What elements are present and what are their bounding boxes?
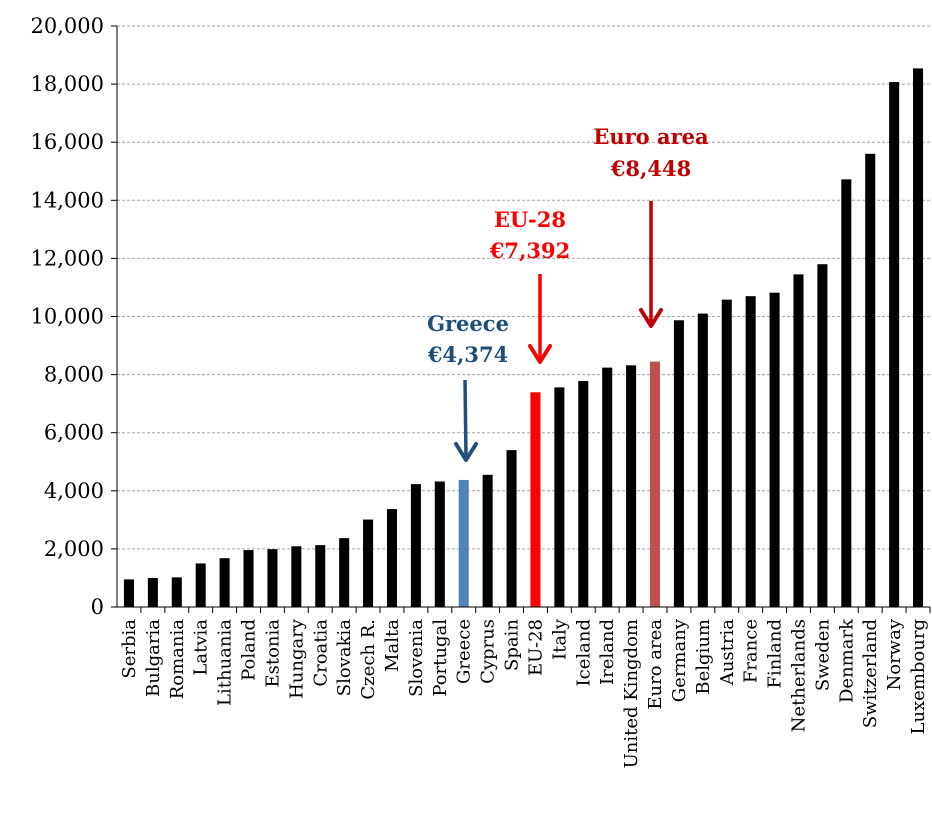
y-tick-label: 20,000	[31, 14, 104, 38]
bar-slovakia	[339, 538, 350, 607]
x-axis: Serbia Bulgaria Romania Latvia Lithuania Pola…	[117, 606, 931, 768]
annotation-greece-arrowhead	[454, 442, 478, 462]
bar-switzerland	[865, 153, 876, 607]
bar-eu-28	[530, 392, 541, 607]
bar-denmark	[841, 179, 852, 607]
y-tick-label: 0	[91, 595, 104, 619]
x-tick-label-latvia: Latvia	[191, 619, 212, 676]
x-tick-label-eu-28: EU-28	[525, 619, 546, 676]
bar-germany	[673, 320, 684, 607]
x-tick-label-cyprus: Cyprus	[478, 619, 499, 684]
annotation-euro-area-value: €8,448	[610, 156, 691, 181]
bar-netherlands	[793, 274, 804, 607]
x-tick-label-croatia: Croatia	[310, 619, 331, 687]
annotation-eu-28: EU-28 €7,392	[489, 207, 570, 364]
bar-serbia	[123, 579, 134, 607]
y-tick-label: 14,000	[31, 188, 104, 212]
y-tick-label: 18,000	[31, 72, 104, 96]
bar-lithuania	[219, 558, 230, 607]
bar-spain	[506, 450, 517, 607]
bar-romania	[171, 577, 182, 607]
annotation-greece-label: Greece	[427, 311, 509, 336]
bar-austria	[721, 299, 732, 607]
x-tick-label-ireland: Ireland	[597, 619, 618, 685]
x-tick-label-bulgaria: Bulgaria	[143, 619, 164, 697]
bar-france	[745, 296, 756, 607]
bar-estonia	[267, 549, 278, 607]
bar-poland	[243, 550, 254, 607]
x-tick-label-luxembourg: Luxembourg	[908, 619, 929, 735]
bar-slovenia	[410, 484, 421, 607]
x-tick-label-greece: Greece	[454, 619, 475, 684]
x-tick-label-france: France	[741, 619, 762, 683]
annotation-eu-28-label: EU-28	[494, 207, 566, 232]
annotation-euro-area: Euro area €8,448	[593, 124, 709, 328]
bar-hungary	[291, 546, 302, 607]
x-tick-label-norway: Norway	[884, 618, 905, 690]
bar-czech-r	[363, 519, 374, 607]
y-axis: 0 2,000 4,000 6,000 8,000 10,000 12,000 14,000 1…	[31, 14, 118, 619]
y-tick-label: 10,000	[31, 305, 104, 329]
bar-finland	[769, 292, 780, 607]
bar-bulgaria	[147, 577, 158, 607]
x-tick-label-germany: Germany	[669, 618, 690, 702]
bars	[123, 68, 924, 607]
annotation-eu-28-value: €7,392	[489, 238, 570, 263]
x-tick-label-united-kingdom: United Kingdom	[621, 619, 642, 768]
x-tick-label-denmark: Denmark	[836, 618, 857, 703]
annotation-greece-value: €4,374	[427, 342, 508, 367]
x-tick-label-switzerland: Switzerland	[860, 619, 881, 728]
x-tick-label-romania: Romania	[167, 619, 188, 700]
x-tick-label-austria: Austria	[717, 619, 738, 686]
bar-sweden	[817, 264, 828, 607]
y-tick-label: 4,000	[44, 479, 104, 503]
x-tick-label-slovakia: Slovakia	[334, 619, 355, 696]
x-tick-label-italy: Italy	[549, 618, 570, 660]
annotation-euro-area-arrowhead	[639, 308, 663, 328]
x-tick-label-serbia: Serbia	[119, 619, 140, 679]
x-tick-label-poland: Poland	[239, 619, 260, 681]
x-tick-label-estonia: Estonia	[262, 619, 283, 688]
y-tick-label: 16,000	[31, 130, 104, 154]
bar-euro-area	[649, 361, 661, 607]
bar-luxembourg	[913, 68, 924, 607]
annotation-greece-arrow	[463, 379, 468, 457]
x-tick-label-czech-r: Czech R.	[358, 619, 379, 700]
bar-malta	[386, 509, 398, 607]
x-tick-label-lithuania: Lithuania	[215, 619, 236, 706]
y-tick-label: 8,000	[44, 363, 104, 387]
x-tick-label-portugal: Portugal	[430, 619, 451, 697]
annotations: Greece €4,374 EU-28 €7,392 Euro area €8,448	[427, 124, 709, 462]
annotation-greece: Greece €4,374	[427, 311, 509, 462]
x-tick-label-sweden: Sweden	[812, 619, 833, 692]
bar-cyprus	[482, 474, 493, 607]
x-tick-label-iceland: Iceland	[573, 619, 594, 686]
gridlines	[117, 25, 930, 550]
x-tick-label-finland: Finland	[765, 619, 786, 688]
x-tick-label-spain: Spain	[502, 619, 523, 671]
x-tick-label-slovenia: Slovenia	[406, 619, 427, 697]
bar-italy	[554, 387, 565, 607]
bar-iceland	[578, 380, 589, 607]
x-tick-label-malta: Malta	[382, 619, 403, 672]
bar-greece	[458, 479, 469, 607]
bar-belgium	[697, 313, 708, 607]
bar-latvia	[195, 563, 206, 607]
bar-croatia	[315, 545, 326, 607]
x-tick-label-hungary: Hungary	[286, 618, 307, 699]
bar-norway	[889, 82, 900, 607]
x-tick-label-belgium: Belgium	[693, 619, 714, 695]
y-tick-label: 2,000	[44, 537, 104, 561]
bar-ireland	[602, 367, 613, 607]
annotation-euro-area-label: Euro area	[593, 124, 709, 149]
bar-portugal	[434, 481, 445, 607]
x-tick-label-netherlands: Netherlands	[788, 619, 809, 732]
bar-united-kingdom	[626, 365, 637, 607]
x-tick-label-euro-area: Euro area	[645, 619, 666, 710]
y-tick-label: 12,000	[31, 246, 104, 270]
y-tick-label: 6,000	[44, 421, 104, 445]
annotation-eu-28-arrowhead	[528, 344, 552, 364]
